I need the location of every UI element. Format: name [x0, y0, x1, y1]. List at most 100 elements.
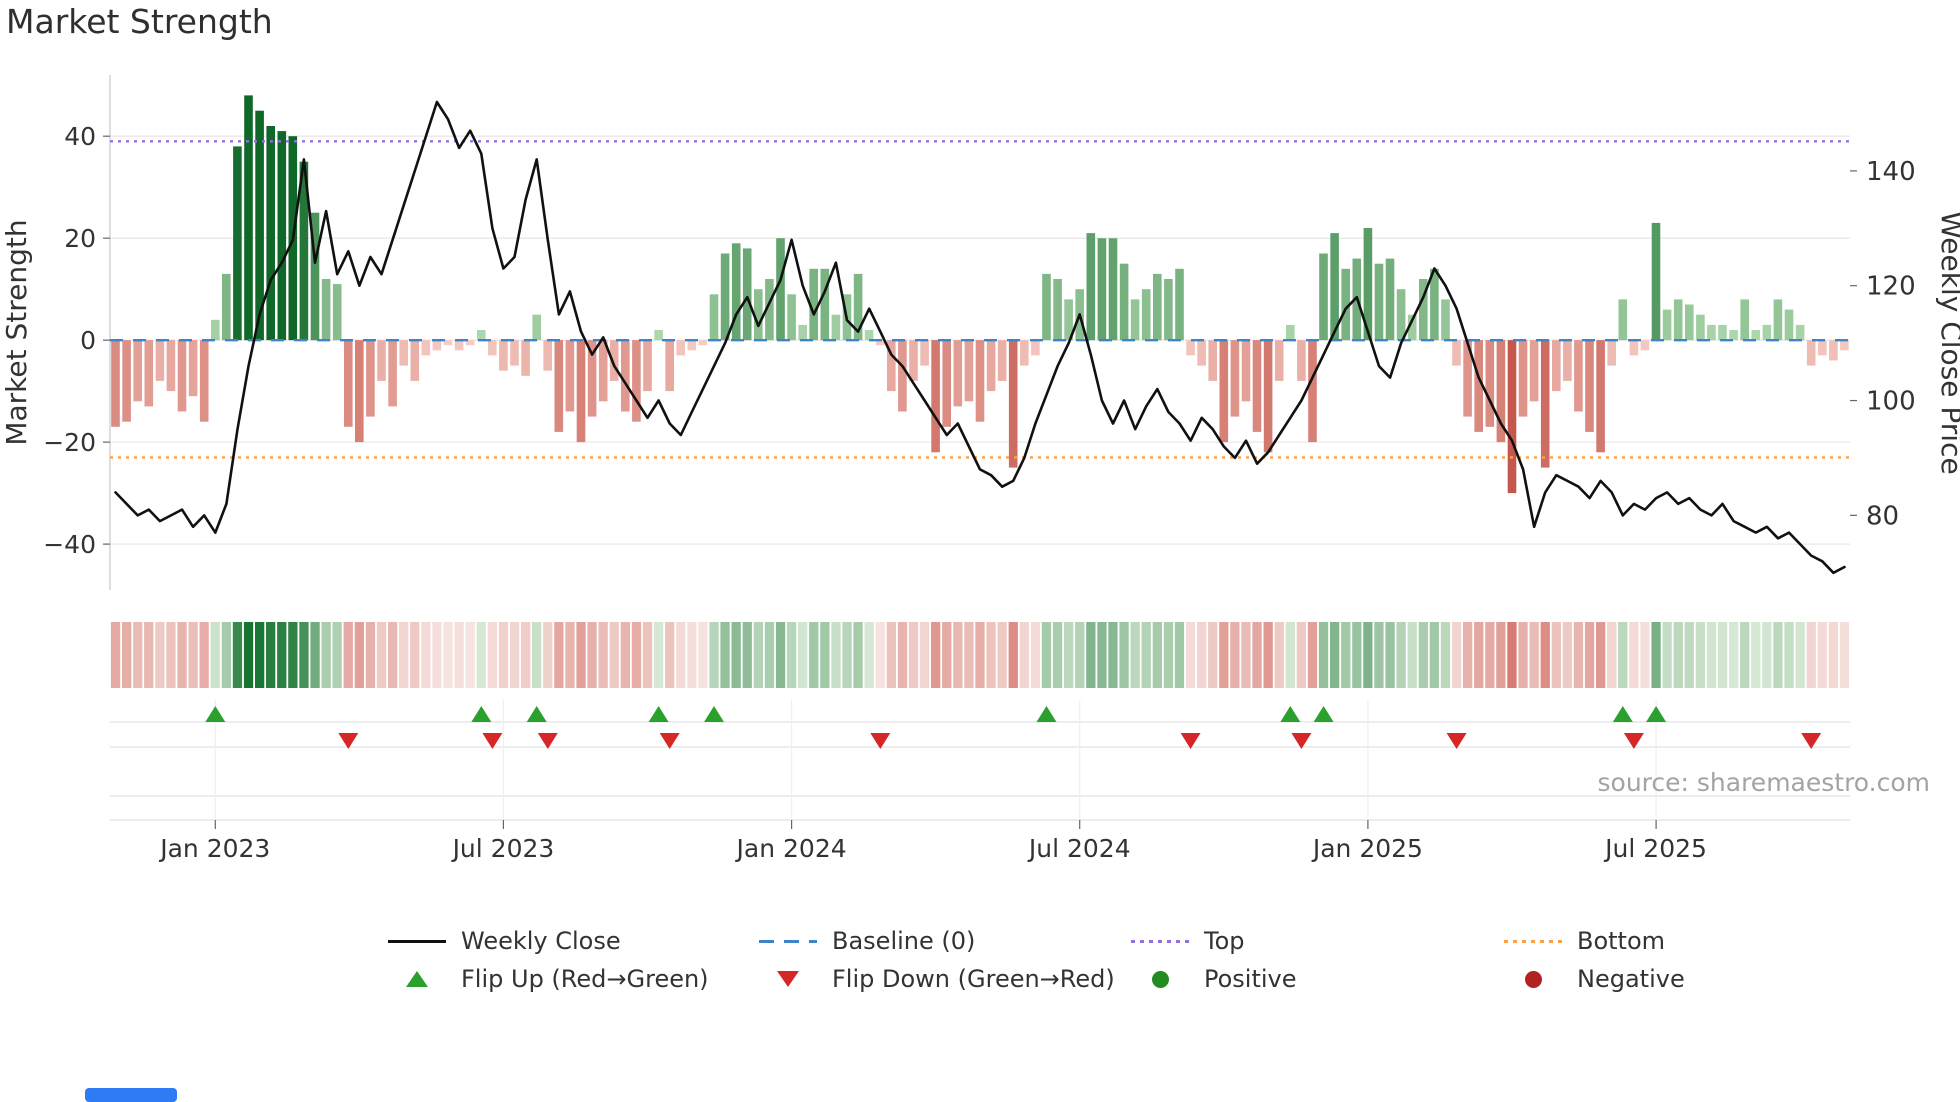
strength-bar	[654, 330, 663, 341]
strength-bar	[964, 340, 974, 402]
right-tick-label: 100	[1866, 387, 1916, 417]
strength-bar	[1108, 238, 1118, 341]
strength-bar	[1141, 289, 1151, 341]
heatmap-cell	[543, 622, 553, 688]
x-tick-label: Jul 2025	[1603, 834, 1707, 863]
heatmap-cell	[443, 622, 453, 688]
heatmap-cell	[709, 622, 719, 688]
heatmap-cell	[1673, 622, 1683, 688]
heatmap-cell	[620, 622, 630, 688]
page-title: Market Strength	[6, 2, 273, 41]
heatmap-cell	[1241, 622, 1251, 688]
weekly-close-line-icon	[388, 939, 446, 943]
legend-label: Top	[1204, 927, 1245, 955]
heatmap-cell	[155, 622, 165, 688]
strength-bar	[1607, 340, 1616, 366]
strength-bar	[299, 161, 309, 341]
strength-bar	[1263, 340, 1273, 453]
heatmap-cell	[554, 622, 564, 688]
strength-bar	[643, 340, 652, 392]
strength-bar	[1241, 340, 1251, 402]
flip-up-marker	[648, 706, 669, 722]
legend-label: Positive	[1204, 965, 1297, 993]
strength-bar	[177, 340, 187, 412]
heatmap-cell	[1119, 622, 1129, 688]
strength-bar	[1274, 340, 1284, 381]
heatmap-cell	[665, 622, 675, 688]
strength-bar	[1197, 340, 1206, 366]
strength-bar	[1164, 279, 1173, 341]
strength-bar	[1552, 340, 1561, 392]
strength-bar	[887, 340, 896, 392]
bottom-blue-element[interactable]	[85, 1088, 177, 1102]
heatmap-cell	[243, 622, 254, 688]
left-tick-label: 0	[80, 326, 96, 355]
strength-bar	[1840, 340, 1849, 351]
heatmap-cell	[1208, 622, 1218, 688]
flip-down-marker	[1291, 733, 1312, 749]
heatmap-cell	[421, 622, 431, 688]
flip-down-marker	[482, 733, 503, 749]
heatmap-cell	[1163, 622, 1174, 688]
heatmap-cell	[1684, 622, 1694, 688]
flip-up-marker	[1280, 706, 1301, 722]
heatmap-cell	[1407, 622, 1417, 688]
heatmap-cell	[886, 622, 896, 688]
strength-bar	[665, 340, 674, 392]
heatmap-cell	[975, 622, 985, 688]
strength-bar	[687, 340, 697, 351]
strength-bar	[986, 340, 996, 392]
legend-label: Baseline (0)	[832, 927, 976, 955]
heatmap-cell	[410, 622, 420, 688]
heatmap-cell	[277, 622, 287, 688]
weekly-close-line	[114, 100, 1846, 575]
heatmap-cell	[1729, 622, 1739, 688]
legend-item-negative: Negative	[1504, 962, 1685, 996]
strength-bar	[199, 340, 209, 422]
heatmap-cell	[1451, 622, 1462, 688]
strength-bar	[454, 340, 464, 351]
heatmap-cell	[1130, 622, 1140, 688]
heatmap-cell	[1551, 622, 1561, 688]
right-axis-title: Weekly Close Price	[1935, 211, 1960, 474]
heatmap-cell	[465, 622, 475, 688]
heatmap-cell	[498, 622, 509, 688]
heatmap-cell	[1197, 622, 1207, 688]
strength-bar	[831, 314, 841, 341]
strength-bar	[543, 340, 552, 371]
heatmap-cell	[1352, 622, 1362, 688]
heatmap-cell	[1307, 622, 1318, 688]
heatmap-cell	[1185, 622, 1196, 688]
heatmap-cell	[210, 622, 220, 688]
strength-bar	[554, 340, 564, 432]
strength-bar	[1740, 299, 1749, 341]
x-tick-label: Jan 2024	[735, 834, 847, 863]
strength-bar	[898, 340, 907, 412]
x-tick-label: Jul 2024	[1027, 834, 1131, 863]
heatmap-cell	[742, 622, 752, 688]
strength-bar	[1818, 340, 1827, 356]
legend-item-top: Top	[1131, 924, 1245, 958]
strength-bar	[488, 340, 497, 356]
strength-bar	[332, 284, 342, 341]
strength-bar	[754, 289, 763, 341]
strength-bar	[1773, 299, 1783, 341]
strength-bar	[820, 268, 830, 341]
strength-bar	[1474, 340, 1483, 432]
strength-bar	[1629, 340, 1639, 356]
strength-bar	[1020, 340, 1029, 366]
heatmap-cell	[1097, 622, 1107, 688]
strength-bar	[632, 340, 641, 422]
heatmap-cell	[720, 622, 730, 688]
heatmap-cell	[232, 622, 243, 688]
heatmap-cell	[376, 622, 387, 688]
strength-bar	[1385, 258, 1395, 341]
strength-bar	[1374, 263, 1384, 341]
heatmap-cell	[332, 622, 342, 688]
heatmap-cell	[354, 622, 364, 688]
strength-bar	[1230, 340, 1240, 417]
strength-bar	[875, 340, 885, 346]
strength-bar	[742, 248, 752, 341]
strength-bar	[1795, 324, 1805, 341]
strength-bar	[1507, 340, 1517, 494]
